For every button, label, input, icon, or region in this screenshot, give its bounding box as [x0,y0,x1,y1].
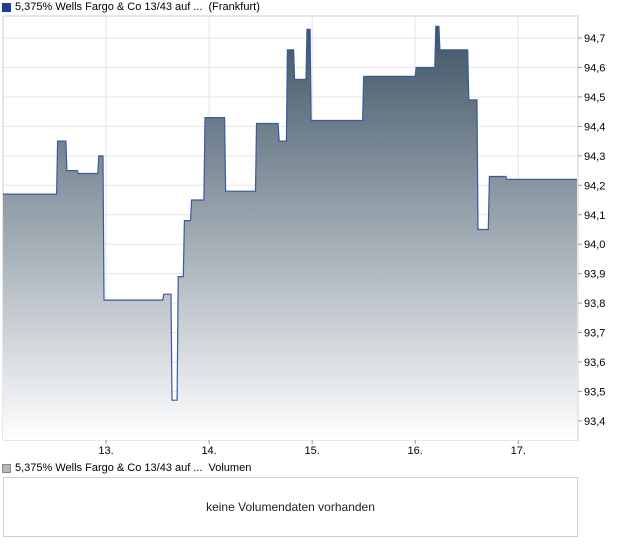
no-volume-message: keine Volumendaten vorhanden [206,500,375,514]
volume-series-label: 5,375% Wells Fargo & Co 13/43 auf ... [15,462,203,474]
price-series-label: 5,375% Wells Fargo & Co 13/43 auf ... [15,1,203,13]
price-area [3,26,577,441]
y-tick-label: 94,2 [584,180,605,192]
price-series-swatch [2,2,11,12]
volume-panel: keine Volumendaten vorhanden [3,477,578,537]
price-line [3,25,577,401]
y-tick-label: 93,7 [584,328,605,340]
x-tick-label: 16. [408,445,423,457]
x-tick-label: 15. [304,445,319,457]
y-tick-label: 93,4 [584,416,605,428]
y-axis: 93,4 93,5 93,6 93,7 93,8 93,9 94,0 94,1 94,2 94,3… [578,33,605,428]
y-tick-label: 94,5 [584,92,605,104]
x-axis: 13. 14. 15. 16. 17. [98,440,526,457]
y-tick-label: 94,3 [584,151,605,163]
volume-legend: 5,375% Wells Fargo & Co 13/43 auf ... Vo… [2,461,251,475]
volume-title: Volumen [208,462,252,474]
x-tick-label: 13. [98,445,113,457]
price-chart: 93,4 93,5 93,6 93,7 93,8 93,9 94,0 94,1 94,2 94,3… [2,15,605,457]
price-legend: 5,375% Wells Fargo & Co 13/43 auf ... (F… [2,0,260,14]
x-tick-label: 14. [201,445,216,457]
y-tick-label: 93,8 [584,298,605,310]
y-tick-label: 93,5 [584,386,605,398]
volume-series-swatch [2,463,11,473]
y-tick-label: 94,1 [584,210,605,222]
exchange-label: (Frankfurt) [208,1,260,13]
y-tick-label: 94,0 [584,239,605,251]
y-tick-label: 94,4 [584,121,605,133]
y-tick-label: 94,6 [584,63,605,75]
y-tick-label: 93,6 [584,357,605,369]
x-tick-label: 17. [511,445,526,457]
y-tick-label: 93,9 [584,269,605,281]
y-tick-label: 94,7 [584,33,605,45]
